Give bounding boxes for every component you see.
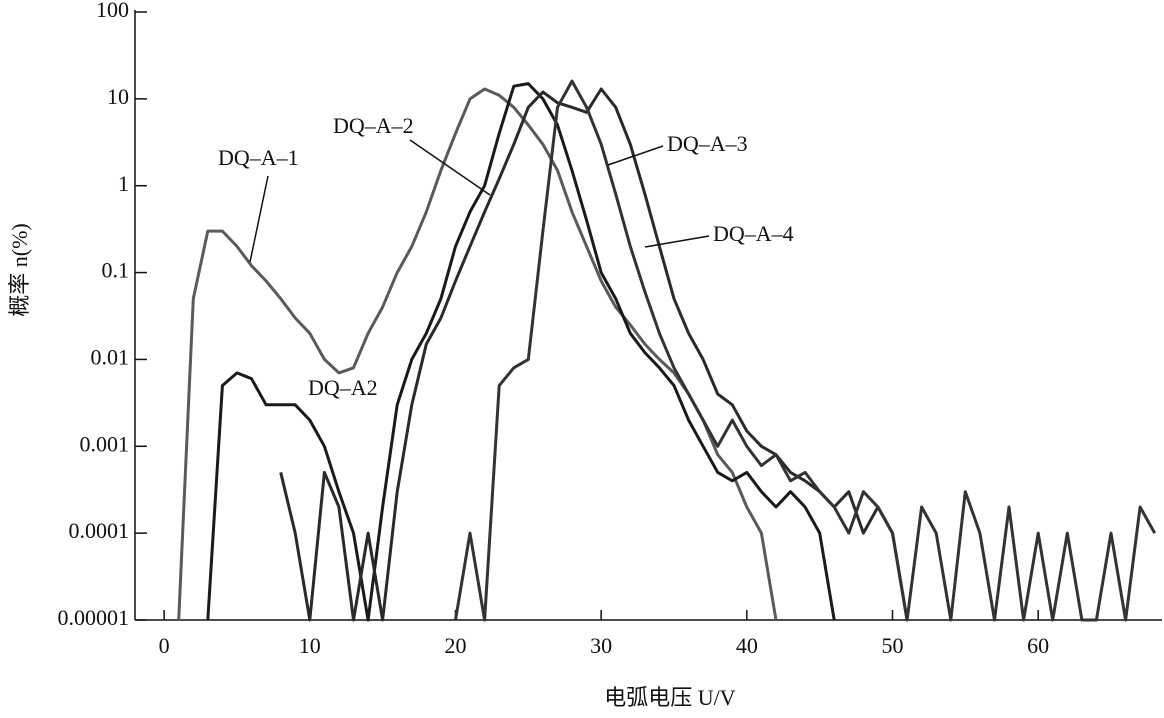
x-tick-label: 10 xyxy=(299,633,321,658)
x-tick-label: 60 xyxy=(1027,633,1049,658)
leader-line xyxy=(607,145,664,166)
series-line xyxy=(206,82,836,622)
y-tick-label: 0.0001 xyxy=(69,518,130,543)
series-label: DQ–A–3 xyxy=(667,131,748,156)
y-tick-label: 100 xyxy=(96,0,129,22)
y-tick-label: 0.00001 xyxy=(58,605,130,630)
y-tick-label: 0.1 xyxy=(102,258,130,283)
series-line xyxy=(454,79,1157,622)
y-tick-label: 10 xyxy=(107,84,129,109)
leader-line xyxy=(409,139,491,196)
y-tick-label: 1 xyxy=(118,171,129,196)
leader-line xyxy=(249,175,269,263)
series-label: DQ–A–1 xyxy=(218,145,299,170)
x-tick-label: 20 xyxy=(444,633,466,658)
x-tick-label: 50 xyxy=(882,633,904,658)
x-tick-label: 40 xyxy=(736,633,758,658)
annotation: DQ–A2 xyxy=(308,375,378,400)
y-axis-title: 概率 n(%) xyxy=(7,223,32,316)
x-tick-label: 0 xyxy=(159,633,170,658)
series-label: DQ–A–4 xyxy=(713,221,794,246)
x-tick-label: 30 xyxy=(590,633,612,658)
series-line xyxy=(177,87,778,621)
series-line xyxy=(279,87,909,622)
y-tick-label: 0.001 xyxy=(80,431,130,456)
y-tick-label: 0.01 xyxy=(91,344,130,369)
leader-line xyxy=(644,235,710,248)
x-axis-title: 电弧电压 U/V xyxy=(604,685,736,710)
series-label: DQ–A–2 xyxy=(333,113,414,138)
